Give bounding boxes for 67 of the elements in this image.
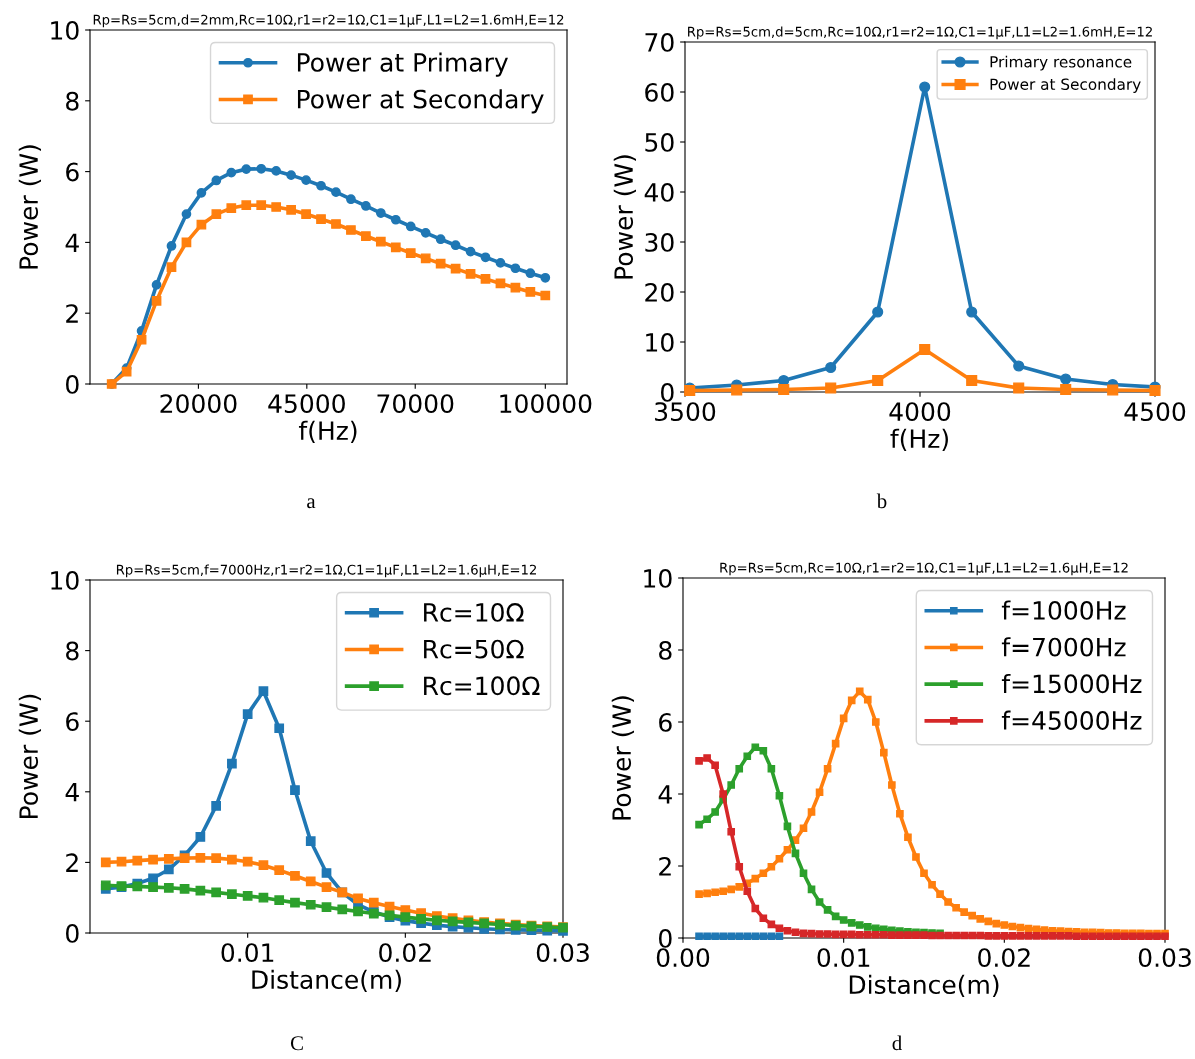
x-tick-label: 0.02	[978, 948, 1030, 968]
y-tick-label: 2	[659, 856, 671, 876]
y-tick-label: 10	[644, 568, 672, 588]
y-tick-label: 4	[65, 783, 79, 802]
x-axis-title: f(Hz)	[298, 420, 357, 443]
legend-label: Primary resonance	[990, 55, 1132, 71]
x-axis-title: f(Hz)	[890, 428, 948, 451]
y-tick-label: 60	[645, 82, 674, 102]
x-tick-label: 0.03	[536, 943, 589, 963]
y-tick-label: 70	[645, 32, 674, 52]
x-tick-label: 0.01	[817, 948, 870, 968]
x-tick-label: 45000	[268, 394, 345, 414]
legend-label: Rc=100Ω	[424, 676, 540, 696]
y-tick-label: 4	[658, 785, 672, 804]
legend-label: Power at Primary	[297, 52, 508, 77]
x-tick-label: 0.02	[379, 943, 431, 963]
y-tick-label: 2	[66, 304, 78, 323]
text: C	[290, 1036, 303, 1051]
legend-label: f=15000Hz	[1001, 673, 1142, 694]
y-tick-label: 8	[659, 640, 672, 660]
y-tick-label: 10	[51, 20, 79, 40]
x-tick-label: 0.00	[656, 948, 710, 968]
y-tick-label: 2	[66, 853, 78, 872]
y-axis-title: Power (W)	[613, 155, 637, 279]
y-tick-label: 6	[66, 162, 79, 182]
x-axis-title: Distance(m)	[849, 974, 999, 997]
y-tick-label: 6	[66, 712, 79, 732]
legend-label: f=45000Hz	[1001, 710, 1142, 730]
legend-label: Rc=10Ω	[424, 602, 524, 622]
text: d	[892, 1035, 902, 1051]
y-tick-label: 20	[645, 282, 674, 302]
chart-title: Rp=Rs=5cm,d=2mm,Rc=10Ω,r1=r2=1Ω,C1=1μF,L1=L2=1.6mH,E=12	[93, 14, 564, 28]
chart-title: Rp=Rs=5cm,f=7000Hz,r1=r2=1Ω,C1=1μF,L1=L2=1.6μH,E=12	[116, 564, 536, 578]
y-tick-label: 40	[644, 182, 674, 202]
legend-label: Power at Secondary	[990, 78, 1141, 93]
y-tick-label: 10	[646, 332, 674, 352]
y-tick-label: 0	[659, 928, 672, 948]
y-axis-title: Power (W)	[18, 694, 42, 818]
y-tick-label: 8	[66, 641, 79, 661]
legend-label: f=1000Hz	[1001, 600, 1126, 620]
x-tick-label: 4500	[1124, 402, 1186, 422]
y-tick-label: 6	[659, 712, 672, 732]
x-tick-label: 0.03	[1138, 948, 1191, 968]
y-axis-title: Power (W)	[611, 696, 635, 820]
y-tick-label: 0	[66, 923, 79, 943]
text: a	[307, 498, 316, 509]
chart-title: Rp=Rs=5cm,Rc=10Ω,r1=r2=1Ω,C1=1μF,L1=L2=1.6μH,E=12	[720, 562, 1128, 576]
y-tick-label: 50	[645, 132, 674, 152]
x-axis-title: Distance(m)	[252, 969, 401, 992]
legend-label: Rc=50Ω	[424, 639, 524, 659]
x-tick-label: 100000	[500, 394, 592, 414]
legend-label: f=7000Hz	[1001, 637, 1126, 657]
y-axis-title: Power (W)	[18, 145, 42, 269]
x-tick-label: 70000	[377, 394, 454, 414]
x-tick-label: 0.01	[221, 943, 274, 963]
chart-title: Rp=Rs=5cm,d=5cm,Rc=10Ω,r1=r2=1Ω,C1=1μF,L1=L2=1.6mH,E=12	[688, 26, 1152, 40]
legend-label: Power at Secondary	[297, 89, 544, 114]
y-tick-label: 0	[661, 382, 674, 402]
x-tick-label: 20000	[160, 394, 237, 414]
y-tick-label: 10	[51, 570, 79, 590]
x-tick-label: 4000	[889, 402, 951, 422]
text: b	[876, 493, 887, 509]
x-tick-label: 3500	[655, 402, 716, 422]
y-tick-label: 30	[645, 232, 674, 252]
y-tick-label: 0	[66, 374, 79, 394]
y-tick-label: 8	[66, 91, 79, 111]
y-tick-label: 4	[65, 233, 79, 252]
